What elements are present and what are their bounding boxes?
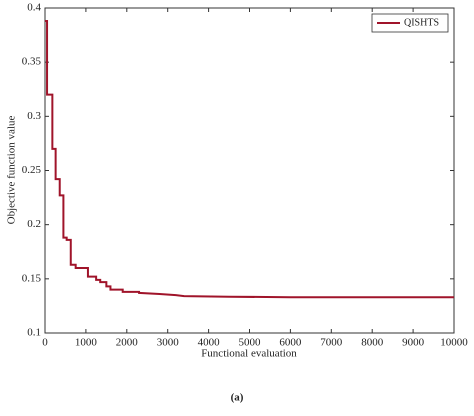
- y-tick-label: 0.3: [27, 110, 41, 122]
- y-tick-label: 0.25: [22, 164, 42, 176]
- y-tick-label: 0.15: [22, 272, 42, 284]
- x-axis-label: Functional evaluation: [201, 348, 297, 360]
- x-tick-label: 9000: [402, 337, 425, 349]
- data-line: [45, 20, 454, 299]
- legend-label: QISHTS: [404, 17, 439, 28]
- x-tick-label: 3000: [157, 337, 180, 349]
- x-tick-label: 8000: [361, 337, 384, 349]
- x-tick-label: 2000: [116, 337, 139, 349]
- y-tick-label: 0.1: [27, 327, 41, 339]
- x-tick-label: 1000: [75, 337, 98, 349]
- y-tick-label: 0.2: [27, 218, 41, 230]
- legend-box: [371, 13, 449, 33]
- x-tick-label: 10000: [440, 337, 468, 349]
- x-tick-label: 0: [42, 337, 48, 349]
- x-tick-label: 6000: [279, 337, 302, 349]
- y-tick-label: 0.35: [22, 56, 42, 68]
- x-tick-label: 7000: [320, 337, 343, 349]
- y-axis-label: Objective function value: [6, 116, 18, 225]
- y-tick-label: 0.4: [27, 2, 41, 14]
- x-tick-label: 5000: [239, 337, 262, 349]
- caption: (a): [231, 392, 244, 404]
- x-tick-label: 4000: [198, 337, 221, 349]
